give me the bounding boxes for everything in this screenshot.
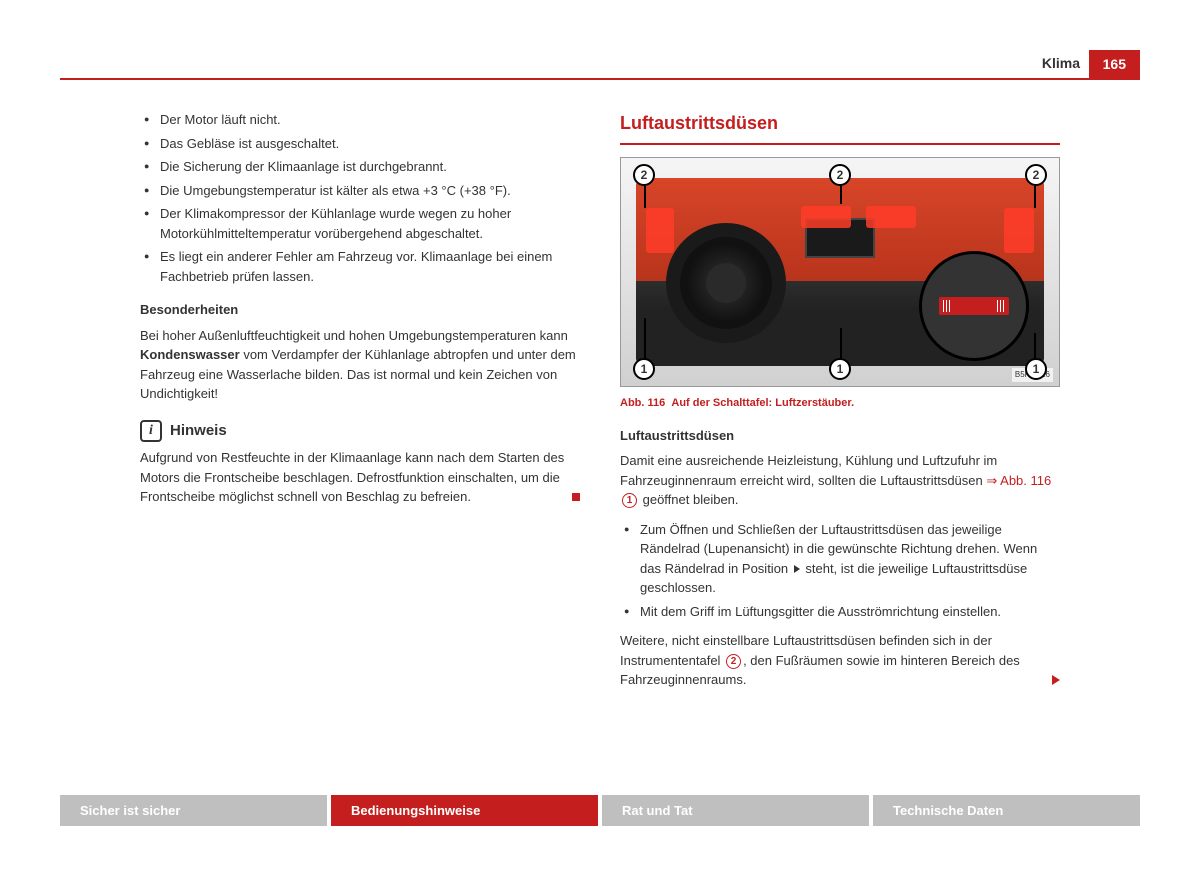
paragraph: Bei hoher Außenluftfeuchtigkeit und hohe… — [140, 326, 580, 404]
list-item: Zum Öffnen und Schließen der Luftaustrit… — [620, 520, 1060, 598]
right-column: Luftaustrittsdüsen 2 2 2 — [620, 110, 1060, 690]
page-header: Klima 165 — [60, 50, 1140, 80]
list-item: Der Klimakompressor der Kühlanlage wurde… — [140, 204, 580, 243]
footer-tab-rat[interactable]: Rat und Tat — [602, 795, 869, 826]
info-icon: i — [140, 420, 162, 442]
list-item: Das Gebläse ist ausgeschaltet. — [140, 134, 580, 154]
footer-tab-bedienung[interactable]: Bedienungshinweise — [331, 795, 598, 826]
paragraph: Damit eine ausreichende Heizleistung, Kü… — [620, 451, 1060, 510]
section-label: Klima — [1042, 55, 1080, 71]
footer-navigation: Sicher ist sicher Bedienungshinweise Rat… — [60, 795, 1140, 826]
paragraph: Weitere, nicht einstellbare Luftaustritt… — [620, 631, 1060, 690]
callout-1: 1 — [1025, 358, 1047, 380]
list-item: Der Motor läuft nicht. — [140, 110, 580, 130]
footer-tab-sicher[interactable]: Sicher ist sicher — [60, 795, 327, 826]
list-item: Mit dem Griff im Lüftungsgitter die Auss… — [620, 602, 1060, 622]
ref-circle-2: 2 — [726, 654, 741, 669]
figure-caption: Abb. 116 Auf der Schalttafel: Luftzerstä… — [620, 395, 1060, 412]
continue-marker-icon — [1052, 675, 1060, 685]
subheading-luftaustritt: Luftaustrittsdüsen — [620, 426, 1060, 446]
detail-magnifier — [919, 251, 1029, 361]
hinweis-heading: i Hinweis — [140, 420, 580, 443]
subheading-besonderheiten: Besonderheiten — [140, 300, 580, 320]
callout-2: 2 — [1025, 164, 1047, 186]
left-column: Der Motor läuft nicht. Das Gebläse ist a… — [140, 110, 580, 690]
callout-2: 2 — [829, 164, 851, 186]
page-number-tab: 165 — [1089, 50, 1140, 78]
fault-list: Der Motor läuft nicht. Das Gebläse ist a… — [140, 110, 580, 286]
list-item: Es liegt ein anderer Fehler am Fahrzeug … — [140, 247, 580, 286]
footer-tab-technische[interactable]: Technische Daten — [873, 795, 1140, 826]
callout-1: 1 — [829, 358, 851, 380]
callout-2: 2 — [633, 164, 655, 186]
end-marker-icon — [572, 493, 580, 501]
section-heading: Luftaustrittsdüsen — [620, 110, 1060, 145]
list-item: Die Sicherung der Klimaanlage ist durchg… — [140, 157, 580, 177]
instruction-list: Zum Öffnen und Schließen der Luftaustrit… — [620, 520, 1060, 622]
figure-reference: ⇒ Abb. 116 — [986, 473, 1051, 488]
callout-1: 1 — [633, 358, 655, 380]
ref-circle-1: 1 — [622, 493, 637, 508]
hinweis-label: Hinweis — [170, 420, 227, 443]
arrow-icon — [794, 565, 800, 573]
list-item: Die Umgebungstemperatur ist kälter als e… — [140, 181, 580, 201]
hinweis-text: Aufgrund von Restfeuchte in der Klimaanl… — [140, 448, 580, 507]
figure-dashboard: 2 2 2 1 1 1 B5F-0026 — [620, 157, 1060, 387]
